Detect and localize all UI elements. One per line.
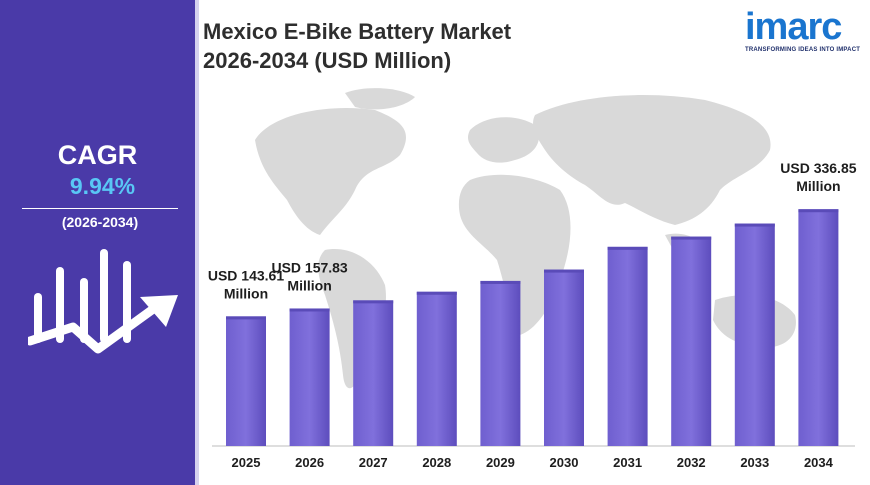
bar-cap <box>607 246 648 250</box>
bar <box>353 300 394 446</box>
bar <box>480 280 521 446</box>
data-label: USD 336.85 <box>780 160 856 176</box>
bar-cap <box>289 308 330 312</box>
x-tick-labels-layer: 2025 2026 2027 2028 2029 2030 2031 2032 2033 2034 <box>232 455 834 470</box>
bar-2025 <box>226 316 266 446</box>
bar-cap <box>353 300 394 304</box>
x-tick-label: 2025 <box>232 455 261 470</box>
bar <box>671 236 712 446</box>
bar-2031 <box>607 246 648 446</box>
chart-title-line2: 2026-2034 (USD Million) <box>203 48 452 73</box>
bar-2029 <box>480 280 521 446</box>
x-tick-label: 2031 <box>613 455 642 470</box>
bar <box>226 316 266 446</box>
logo-wordmark: imarc <box>745 6 842 48</box>
data-label-unit: Million <box>224 285 268 301</box>
x-tick-label: 2032 <box>677 455 706 470</box>
cagr-period: (2026-2034) <box>61 214 139 230</box>
bar <box>607 246 648 446</box>
x-tick-label: 2033 <box>740 455 769 470</box>
bar <box>734 223 775 446</box>
bar-2033 <box>734 223 775 446</box>
bar-cap <box>226 316 266 320</box>
bar-cap <box>416 291 457 295</box>
bar-cap <box>734 223 775 227</box>
bars-layer <box>226 209 839 446</box>
chart-title: Mexico E-Bike Battery Market 2026-2034 (… <box>203 17 623 75</box>
bar <box>416 291 457 446</box>
x-tick-label: 2026 <box>295 455 324 470</box>
chart-title-line1: Mexico E-Bike Battery Market <box>203 19 512 44</box>
data-label-unit: Million <box>796 178 840 194</box>
data-label-unit: Million <box>287 277 331 293</box>
x-tick-label: 2030 <box>550 455 579 470</box>
cagr-panel <box>0 0 195 485</box>
cagr-divider <box>22 208 178 209</box>
x-tick-label: 2034 <box>804 455 834 470</box>
bar-2028 <box>416 291 457 446</box>
growth-chart-icon <box>28 249 178 354</box>
x-tick-label: 2028 <box>422 455 451 470</box>
bar <box>544 269 584 446</box>
cagr-label: CAGR <box>57 140 138 170</box>
bar-2034 <box>798 209 839 446</box>
bar-cap <box>671 236 712 240</box>
x-tick-label: 2027 <box>359 455 388 470</box>
bar <box>289 308 330 446</box>
data-label: USD 143.61 <box>208 267 284 283</box>
bar-cap <box>798 209 839 213</box>
bar-2026 <box>289 308 330 446</box>
logo-tagline: TRANSFORMING IDEAS INTO IMPACT <box>745 47 861 53</box>
imarc-logo: imarc TRANSFORMING IDEAS INTO IMPACT <box>745 8 865 53</box>
x-tick-label: 2029 <box>486 455 515 470</box>
bar-2032 <box>671 236 712 446</box>
cagr-value: 9.94% <box>69 173 136 199</box>
bar <box>798 209 839 446</box>
bar-cap <box>544 269 584 273</box>
panel-divider <box>195 0 199 485</box>
bar-2030 <box>544 269 584 446</box>
bar-2027 <box>353 300 394 446</box>
data-label: USD 157.83 <box>271 259 347 275</box>
bar-cap <box>480 280 521 284</box>
